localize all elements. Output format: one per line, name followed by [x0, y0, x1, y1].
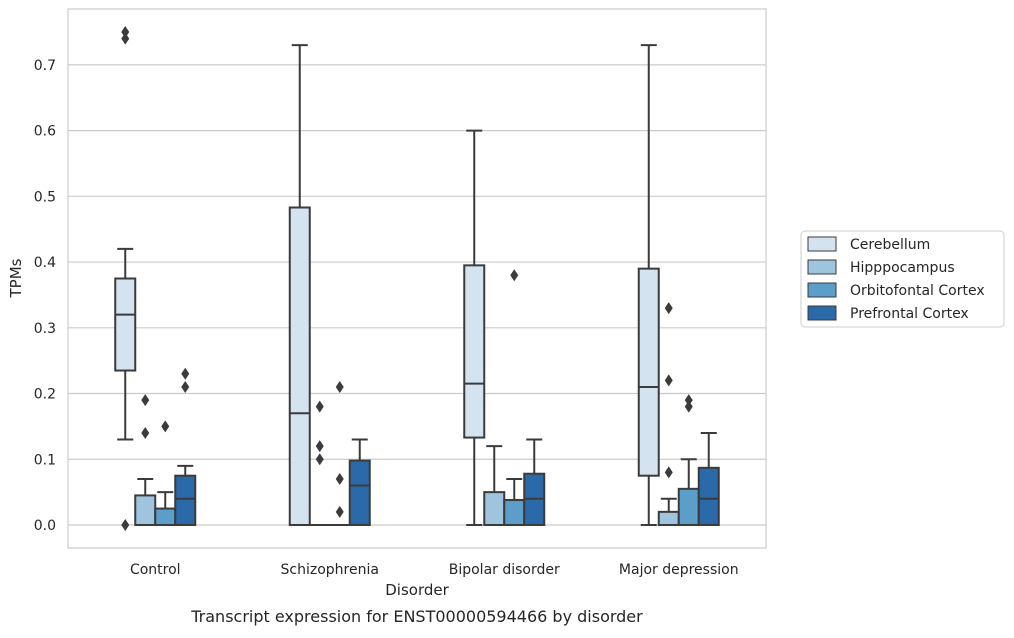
legend-swatch — [808, 306, 836, 320]
box-body — [659, 512, 679, 525]
box-body — [135, 495, 155, 525]
y-tick-label: 0.3 — [34, 321, 56, 337]
y-axis-label: TPMs — [7, 258, 25, 298]
box-body — [155, 509, 175, 525]
plot-area — [68, 9, 766, 548]
y-tick-label: 0.0 — [34, 518, 56, 534]
box-body — [350, 461, 370, 525]
chart-caption: Transcript expression for ENST0000059446… — [190, 607, 643, 626]
x-tick-label: Control — [130, 562, 181, 578]
box-body — [175, 476, 195, 525]
y-tick-label: 0.4 — [34, 255, 56, 271]
box-body — [464, 265, 484, 437]
legend-label: Orbitofontal Cortex — [850, 283, 985, 299]
y-tick-label: 0.6 — [34, 124, 56, 140]
y-tick-label: 0.7 — [34, 58, 56, 74]
legend-label: Hipppocampus — [850, 260, 955, 276]
y-tick-label: 0.5 — [34, 189, 56, 205]
x-tick-labels: Control Schizophrenia Bipolar disorder Majo… — [130, 562, 739, 578]
box-body — [504, 500, 524, 525]
box-body — [679, 489, 699, 525]
box-body — [699, 468, 719, 525]
legend-label: Prefrontal Cortex — [850, 306, 969, 322]
y-tick-labels: 0.0 0.1 0.2 0.3 0.4 0.5 0.6 0.7 — [34, 58, 56, 534]
legend-swatch — [808, 283, 836, 297]
y-tick-label: 0.1 — [34, 452, 56, 468]
x-axis-label: Disorder — [385, 581, 449, 599]
x-tick-label: Bipolar disorder — [449, 562, 560, 578]
legend-label: Cerebellum — [850, 237, 930, 253]
box-body — [290, 208, 310, 525]
box-body — [484, 492, 504, 525]
box-body — [639, 269, 659, 476]
x-tick-label: Schizophrenia — [281, 562, 379, 578]
legend: Cerebellum Hipppocampus Orbitofontal Corte… — [801, 231, 1004, 327]
y-tick-label: 0.2 — [34, 387, 56, 403]
legend-swatch — [808, 260, 836, 274]
box-body — [115, 279, 135, 371]
x-tick-label: Major depression — [619, 562, 739, 578]
legend-swatch — [808, 237, 836, 251]
